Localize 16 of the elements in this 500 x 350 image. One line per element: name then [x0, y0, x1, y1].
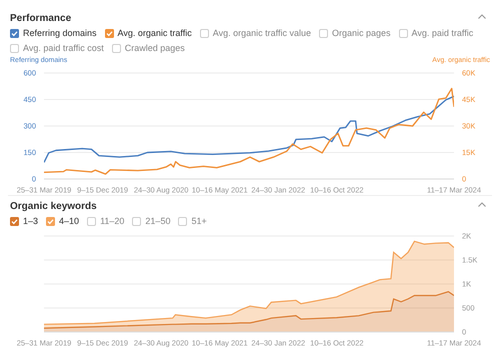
- text: 21–50: [144, 216, 170, 226]
- line-series: [44, 96, 454, 164]
- text: Organic pages: [331, 28, 391, 38]
- text: Avg. organic traffic value: [212, 28, 311, 38]
- text: Avg. paid traffic cost: [22, 43, 104, 53]
- line-series: [44, 88, 454, 175]
- text: Avg. paid traffic: [410, 28, 474, 38]
- legend-label: 1–3: [22, 216, 38, 226]
- chart-title: Organic keywords: [9, 200, 98, 214]
- text: 11–20: [99, 216, 124, 226]
- text: Crawled pages: [124, 43, 185, 53]
- legend-label: Avg. organic traffic: [116, 28, 192, 38]
- chart-title: Performance: [9, 12, 72, 26]
- legend-label: Referring domains: [22, 28, 97, 38]
- legend-label: 4–10: [58, 216, 80, 226]
- text: 51+: [190, 216, 207, 226]
